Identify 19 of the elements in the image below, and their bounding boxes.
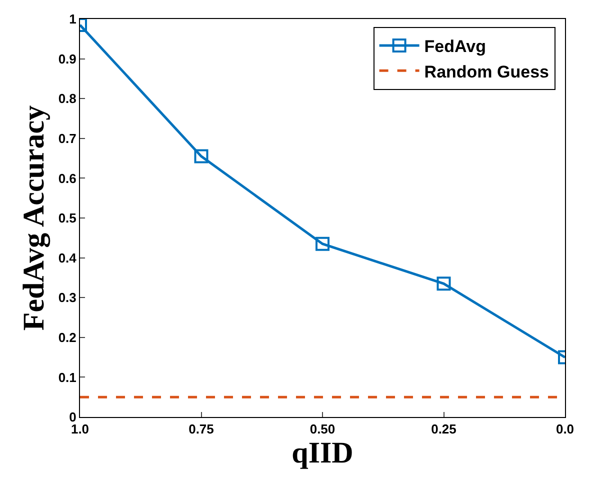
legend-label: FedAvg: [424, 37, 486, 56]
y-axis-title: FedAvg Accuracy: [17, 105, 50, 331]
y-tick-label: 0.3: [58, 290, 76, 306]
y-tick-label: 0.1: [58, 370, 76, 385]
point: [316, 236, 330, 251]
y-tick-label: 1: [69, 12, 76, 27]
legend-label: Random Guess: [424, 62, 550, 82]
x-tick-label: 0.0: [556, 422, 574, 437]
y-tick-label: 0.9: [58, 51, 76, 66]
y-tick-label: 0.7: [58, 130, 76, 146]
y-tick-label: 0.5: [58, 210, 76, 226]
x-tick-label: 0.75: [188, 422, 214, 437]
y-tick-label: 0.6: [58, 170, 76, 186]
y-tick-label: 0.2: [58, 330, 76, 345]
y-tick-label: 0.8: [58, 91, 76, 106]
x-axis-title: qIID: [292, 436, 354, 470]
x-tick-label: 0.25: [431, 422, 456, 437]
y-tick-label: 0.4: [58, 250, 78, 266]
x-tick-label: 0.50: [310, 422, 336, 437]
